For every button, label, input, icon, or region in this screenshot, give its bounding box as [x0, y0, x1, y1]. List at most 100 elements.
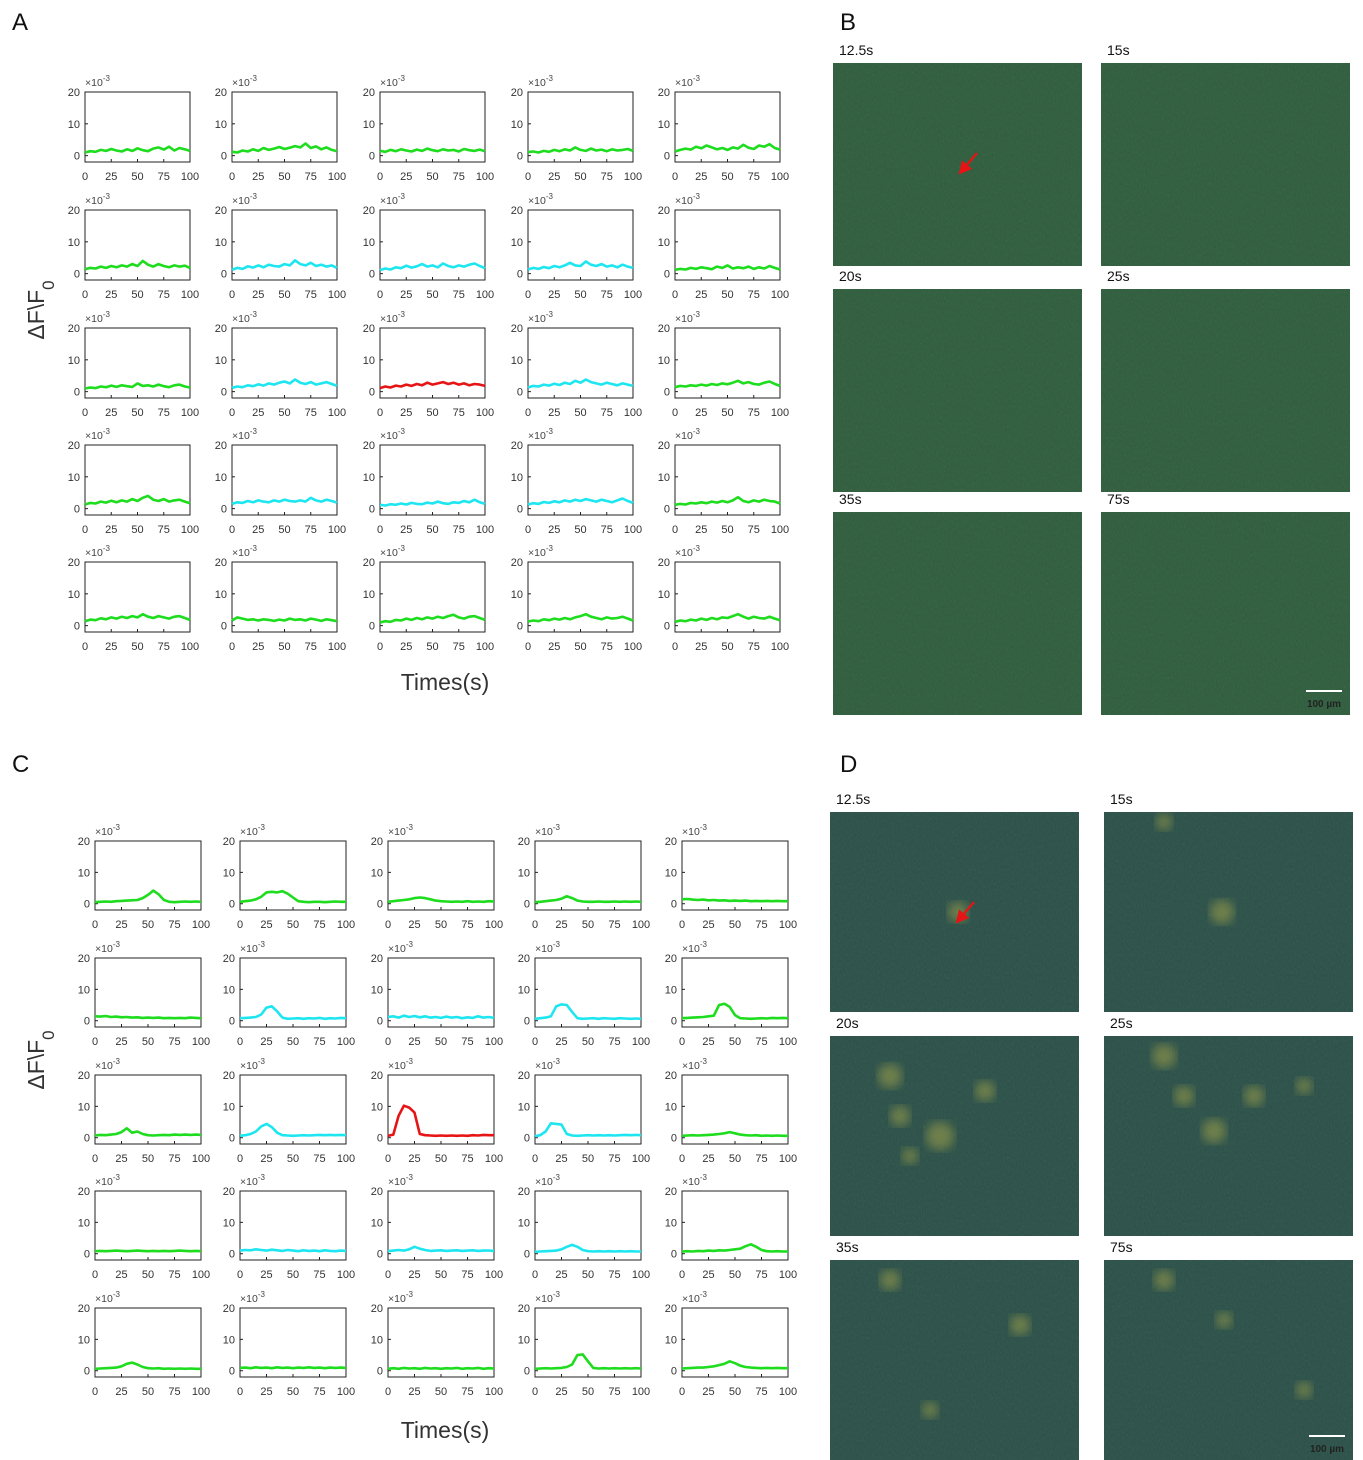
- mini-chart: 010200255075100×10-3: [363, 192, 494, 301]
- y-tick-label: 10: [371, 1334, 383, 1346]
- frame-time: 35s: [836, 1239, 859, 1255]
- x-tick-label: 100: [779, 919, 797, 931]
- x-tick-label: 100: [337, 1036, 355, 1048]
- image-frame: 12.5s: [830, 791, 1079, 1012]
- x-tick-label: 0: [377, 524, 383, 536]
- exponent-power: -3: [546, 427, 554, 436]
- mini-chart: 010200255075100×10-3: [371, 1173, 503, 1281]
- y-tick-label: 20: [511, 440, 523, 452]
- exponent-base: ×10: [528, 430, 546, 442]
- x-tick-label: 75: [158, 641, 170, 653]
- exponent-base: ×10: [388, 1176, 406, 1188]
- x-tick-label: 100: [181, 289, 199, 301]
- plot-frame: [388, 1075, 494, 1144]
- y-tick-label: 10: [363, 472, 375, 484]
- y-tick-label: 0: [671, 1016, 677, 1028]
- x-tick-label: 100: [337, 1153, 355, 1165]
- x-tick-label: 100: [771, 171, 789, 183]
- exponent-power: -3: [250, 310, 258, 319]
- exponent-power: -3: [693, 74, 701, 83]
- x-tick-label: 50: [287, 1386, 299, 1398]
- x-tick-label: 100: [476, 171, 494, 183]
- y-tick-label: 0: [524, 1249, 530, 1261]
- x-tick-label: 50: [721, 524, 733, 536]
- y-tick-label: 20: [363, 557, 375, 569]
- x-tick-label: 25: [548, 171, 560, 183]
- x-tick-label: 0: [82, 289, 88, 301]
- y-tick-label: 20: [518, 836, 530, 848]
- x-tick-label: 25: [105, 407, 117, 419]
- image-tint: [833, 289, 1082, 492]
- x-tick-label: 25: [105, 524, 117, 536]
- y-tick-label: 0: [671, 1366, 677, 1378]
- axis-exponent: ×10-3: [95, 823, 120, 838]
- y-tick-label: 0: [524, 1016, 530, 1028]
- plot-frame: [232, 210, 337, 280]
- x-tick-label: 100: [632, 1386, 650, 1398]
- mini-chart: 010200255075100×10-3: [511, 310, 642, 419]
- x-tick-label: 0: [672, 524, 678, 536]
- mini-chart: 010200255075100×10-3: [68, 74, 199, 183]
- x-tick-label: 100: [624, 407, 642, 419]
- x-tick-label: 25: [260, 1036, 272, 1048]
- y-tick-label: 20: [371, 953, 383, 965]
- y-tick-label: 20: [511, 87, 523, 99]
- x-tick-label: 100: [328, 171, 346, 183]
- x-tick-label: 75: [158, 289, 170, 301]
- x-tick-label: 75: [461, 1036, 473, 1048]
- exponent-power: -3: [700, 1173, 708, 1182]
- y-tick-label: 20: [363, 87, 375, 99]
- y-tick-label: 10: [511, 355, 523, 367]
- x-tick-label: 50: [435, 919, 447, 931]
- y-tick-label: 20: [215, 87, 227, 99]
- x-tick-label: 25: [408, 1036, 420, 1048]
- exponent-base: ×10: [682, 826, 700, 838]
- exponent-base: ×10: [95, 1060, 113, 1072]
- exponent-power: -3: [700, 1290, 708, 1299]
- exponent-power: -3: [693, 192, 701, 201]
- image-frame: 15s: [1104, 791, 1353, 1012]
- x-tick-label: 75: [168, 1153, 180, 1165]
- exponent-power: -3: [398, 192, 406, 201]
- image-frame: 35s: [830, 1239, 1079, 1460]
- y-tick-label: 10: [363, 237, 375, 249]
- y-tick-label: 0: [221, 504, 227, 516]
- x-tick-label: 50: [131, 641, 143, 653]
- x-tick-label: 50: [287, 1036, 299, 1048]
- cell-signal: [1202, 1119, 1226, 1143]
- x-tick-label: 50: [287, 919, 299, 931]
- x-tick-label: 50: [278, 171, 290, 183]
- x-tick-label: 75: [608, 1386, 620, 1398]
- x-tick-label: 0: [82, 524, 88, 536]
- exponent-power: -3: [250, 74, 258, 83]
- exponent-power: -3: [103, 310, 111, 319]
- axis-exponent: ×10-3: [675, 74, 700, 89]
- y-axis-label-sub: 0: [39, 280, 58, 289]
- x-tick-label: 100: [476, 289, 494, 301]
- x-tick-label: 0: [385, 1269, 391, 1281]
- y-tick-label: 0: [517, 504, 523, 516]
- x-tick-label: 0: [237, 1386, 243, 1398]
- x-tick-label: 100: [476, 641, 494, 653]
- axis-exponent: ×10-3: [528, 192, 553, 207]
- x-tick-label: 75: [168, 1036, 180, 1048]
- exponent-power: -3: [406, 1173, 414, 1182]
- y-tick-label: 10: [78, 1101, 90, 1113]
- y-tick-label: 10: [371, 984, 383, 996]
- x-tick-label: 100: [192, 1269, 210, 1281]
- x-tick-label: 25: [555, 1386, 567, 1398]
- y-tick-label: 20: [363, 323, 375, 335]
- x-tick-label: 50: [574, 171, 586, 183]
- y-tick-label: 10: [665, 1101, 677, 1113]
- y-tick-label: 20: [68, 205, 80, 217]
- y-tick-label: 0: [517, 269, 523, 281]
- y-tick-label: 10: [518, 1217, 530, 1229]
- trace-line: [388, 1368, 494, 1369]
- y-tick-label: 20: [68, 440, 80, 452]
- x-tick-label: 25: [252, 171, 264, 183]
- exponent-base: ×10: [380, 313, 398, 325]
- y-tick-label: 20: [78, 836, 90, 848]
- exponent-power: -3: [258, 823, 266, 832]
- exponent-base: ×10: [95, 943, 113, 955]
